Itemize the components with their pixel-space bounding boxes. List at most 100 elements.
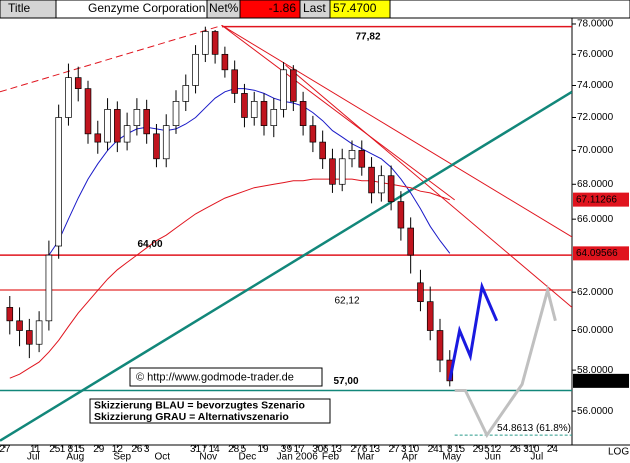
x-day-label: 25 <box>49 444 61 455</box>
candle-body <box>211 31 219 55</box>
candle-body <box>241 93 248 118</box>
x-day-label: 1 <box>60 444 66 455</box>
y-tick-label: 74.0000 <box>577 80 614 91</box>
candle-body <box>348 150 356 160</box>
price-label: 64.09566 <box>576 248 618 259</box>
x-day-label: 29 <box>473 444 485 455</box>
projection <box>454 284 557 439</box>
x-tick-label: Aug <box>66 452 84 463</box>
x-tick-label: Mar <box>357 452 375 463</box>
candle-body <box>407 227 414 256</box>
candle-body <box>104 109 111 143</box>
x-day-label: 27 <box>388 444 400 455</box>
candle-body <box>114 109 121 143</box>
x-tick-label: Oct <box>155 452 171 463</box>
price-label-box <box>573 246 629 261</box>
level-label: 64,00 <box>137 239 162 250</box>
fib-label: 54.8613 (61.8%) <box>497 423 571 434</box>
candle-body <box>65 77 72 118</box>
header-tab-box <box>0 0 57 19</box>
y-tick-label: 58.0000 <box>577 365 614 376</box>
trendline <box>221 25 455 201</box>
candle-body <box>290 69 297 102</box>
x-day-label: 9 <box>287 444 293 455</box>
x-tick-label: Feb <box>322 452 340 463</box>
x-day-label: 15 <box>74 444 86 455</box>
x-tick-label: May <box>442 452 461 463</box>
candle-body <box>172 101 180 126</box>
copyright: © http://www.godmode-trader.de <box>136 371 294 383</box>
x-tick-label: Apr <box>402 452 418 463</box>
x-day-label: 28 <box>228 444 240 455</box>
candle-body <box>153 133 160 160</box>
x-day-label: 3 <box>401 444 407 455</box>
candle-body <box>192 53 199 86</box>
x-tick-label: Nov <box>199 452 217 463</box>
y-tick-label: 72.0000 <box>577 112 614 123</box>
x-day-label: 24 <box>547 444 559 455</box>
x-day-label: 3 <box>523 444 529 455</box>
x-day-label: 10 <box>408 444 420 455</box>
candle-body <box>26 330 33 345</box>
x-day-label: 30 <box>312 444 324 455</box>
x-day-label: 13 <box>369 444 381 455</box>
x-day-label: 7 <box>202 444 208 455</box>
x-day-label: 17 <box>294 444 306 455</box>
candle-body <box>270 109 278 126</box>
trendline <box>0 90 572 442</box>
trendline <box>221 25 572 238</box>
candle-body <box>6 307 14 322</box>
x-day-label: 19 <box>257 444 269 455</box>
candle-body <box>338 158 346 185</box>
x-day-label: 5 <box>241 444 247 455</box>
x-day-label: 10 <box>528 444 540 455</box>
candle-body <box>74 77 82 89</box>
x-day-label: 8 <box>447 444 453 455</box>
plot-area <box>0 24 572 442</box>
candle-body <box>143 109 150 135</box>
scale-label: LOG <box>608 447 629 458</box>
x-day-label: 1 <box>438 444 444 455</box>
level-label: 62,12 <box>334 296 359 307</box>
candle-body <box>387 175 395 202</box>
x-day-label: 5 <box>484 444 490 455</box>
price-label-box <box>573 192 629 207</box>
x-day-label: 27 <box>350 444 362 455</box>
header-tab: Title <box>8 1 31 15</box>
x-day-label: 6 <box>362 444 368 455</box>
candle-body <box>280 69 287 110</box>
x-day-label: 15 <box>454 444 466 455</box>
candle-body <box>45 254 53 322</box>
header-last-value-box <box>329 0 391 19</box>
notes-box <box>89 398 331 424</box>
x-tick-label: Jul <box>530 452 543 463</box>
candle-body <box>329 158 336 185</box>
candle-body <box>309 125 317 143</box>
header-name: Genzyme Corporation <box>88 1 205 15</box>
candle-body <box>94 133 102 143</box>
x-day-label: 26 <box>510 444 522 455</box>
projection <box>448 281 499 381</box>
x-day-label: 3 <box>281 444 287 455</box>
x-day-label: 31 <box>190 444 202 455</box>
x-day-label: 29 <box>93 444 105 455</box>
candle-body <box>16 320 23 331</box>
candle-body <box>436 330 444 361</box>
x-tick-label: Jul <box>27 452 40 463</box>
trendline <box>285 64 572 308</box>
candle-body <box>426 301 434 331</box>
candle-body <box>221 53 229 71</box>
x-day-label: 14 <box>209 444 221 455</box>
y-tick-label: 70.0000 <box>577 145 614 156</box>
price-label: 67.11266 <box>576 194 617 205</box>
x-tick-label: Dec <box>238 452 256 463</box>
x-day-label: 24 <box>428 444 440 455</box>
header-net-label: Net% <box>209 1 239 15</box>
x-day-label: 13 <box>331 444 343 455</box>
copyright-box <box>129 367 323 387</box>
candle-body <box>319 141 326 160</box>
candle-body <box>84 88 92 135</box>
y-tick-label: 78.0000 <box>577 19 614 30</box>
x-tick-label: Sep <box>113 452 131 463</box>
